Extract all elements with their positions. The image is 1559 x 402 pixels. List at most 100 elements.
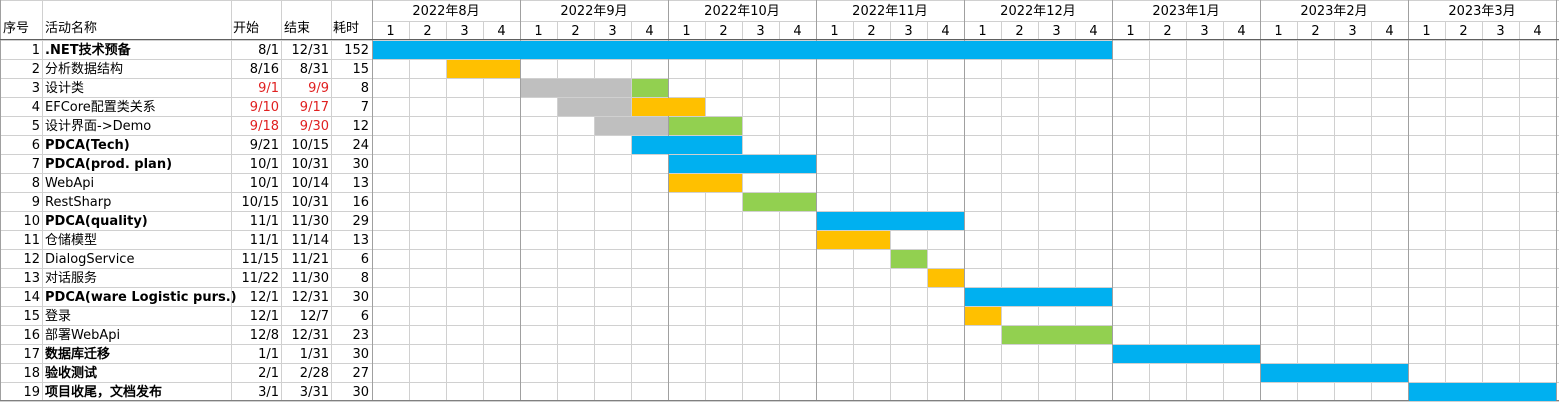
month-label: 2022年9月 <box>560 4 627 19</box>
week-label: 2 <box>1459 24 1467 39</box>
week-label: 3 <box>460 24 468 39</box>
header-seq: 序号 <box>3 21 29 36</box>
week-label: 1 <box>682 24 690 39</box>
task-end: 10/31 <box>292 157 329 172</box>
task-bar <box>891 250 927 268</box>
week-label: 1 <box>978 24 986 39</box>
month-label: 2023年2月 <box>1300 4 1367 19</box>
task-name: PDCA(Tech) <box>45 138 130 153</box>
task-name: 验收测试 <box>45 365 97 381</box>
task-end: 11/30 <box>292 271 329 286</box>
task-duration: 6 <box>361 252 369 267</box>
task-seq: 17 <box>23 347 40 362</box>
task-seq: 15 <box>23 309 40 324</box>
task-duration: 7 <box>361 100 369 115</box>
task-end: 10/15 <box>292 138 329 153</box>
task-seq: 14 <box>23 290 40 305</box>
task-bar <box>595 117 668 135</box>
task-bar <box>373 41 1112 59</box>
task-start: 9/21 <box>250 138 279 153</box>
task-name: RestSharp <box>45 195 111 210</box>
task-seq: 12 <box>23 252 40 267</box>
week-label: 3 <box>904 24 912 39</box>
task-name: 数据库迁移 <box>45 346 110 362</box>
table-row: 12 DialogService 11/15 11/21 6 <box>23 252 369 267</box>
week-label: 1 <box>534 24 542 39</box>
task-end: 3/31 <box>300 385 329 400</box>
task-start: 12/1 <box>250 309 279 324</box>
week-label: 2 <box>1015 24 1023 39</box>
table-row: 6 PDCA(Tech) 9/21 10/15 24 <box>32 138 369 153</box>
table-row: 2 分析数据结构 8/16 8/31 15 <box>32 62 369 77</box>
week-label: 3 <box>608 24 616 39</box>
task-duration: 30 <box>352 290 369 305</box>
task-start: 10/1 <box>250 176 279 191</box>
task-start: 11/1 <box>250 214 279 229</box>
task-start: 1/1 <box>258 347 279 362</box>
task-end: 12/7 <box>300 309 329 324</box>
task-bar <box>1261 364 1408 382</box>
task-seq: 9 <box>32 195 40 210</box>
week-label: 1 <box>830 24 838 39</box>
month-label: 2023年1月 <box>1152 4 1219 19</box>
task-duration: 30 <box>352 157 369 172</box>
table-header: 序号 活动名称 开始 结束 耗时 <box>3 20 359 36</box>
task-name: 对话服务 <box>45 270 97 286</box>
week-label: 2 <box>1163 24 1171 39</box>
table-row: 14 PDCA(ware Logistic purs.) 12/1 12/31 30 <box>23 290 369 305</box>
task-bar <box>558 98 631 116</box>
task-start: 10/1 <box>250 157 279 172</box>
task-start: 9/1 <box>258 81 279 96</box>
task-bar <box>521 79 631 97</box>
table-row: 11 仓储模型 11/1 11/14 13 <box>23 233 369 248</box>
task-start: 11/15 <box>242 252 279 267</box>
task-name: .NET技术预备 <box>45 42 132 58</box>
task-name: WebApi <box>45 176 94 191</box>
week-label: 2 <box>1311 24 1319 39</box>
task-duration: 16 <box>352 195 369 210</box>
task-end: 10/31 <box>292 195 329 210</box>
week-label: 3 <box>756 24 764 39</box>
week-label: 3 <box>1200 24 1208 39</box>
task-end: 9/9 <box>308 81 329 96</box>
task-bar <box>965 288 1112 306</box>
task-bar <box>669 174 742 192</box>
table-row: 17 数据库迁移 1/1 1/31 30 <box>23 346 369 362</box>
header-start: 开始 <box>233 21 259 36</box>
month-label: 2022年10月 <box>704 4 780 19</box>
table-row: 16 部署WebApi 12/8 12/31 23 <box>23 328 369 343</box>
week-label: 1 <box>386 24 394 39</box>
task-duration: 24 <box>352 138 369 153</box>
task-seq: 5 <box>32 119 40 134</box>
task-end: 1/31 <box>300 347 329 362</box>
task-end: 2/28 <box>300 366 329 381</box>
task-bar <box>928 269 964 287</box>
week-label: 3 <box>1348 24 1356 39</box>
week-label: 4 <box>1533 24 1541 39</box>
task-start: 8/16 <box>250 62 279 77</box>
table-row: 15 登录 12/1 12/7 6 <box>23 309 369 324</box>
task-duration: 12 <box>352 119 369 134</box>
header-duration: 耗时 <box>333 21 359 36</box>
task-bar <box>965 307 1001 325</box>
task-start: 8/1 <box>258 43 279 58</box>
table-row: 7 PDCA(prod. plan) 10/1 10/31 30 <box>32 157 369 172</box>
task-bar <box>743 193 816 211</box>
table-row: 1 .NET技术预备 8/1 12/31 152 <box>32 42 369 58</box>
task-seq: 13 <box>23 271 40 286</box>
task-bar <box>1002 326 1112 344</box>
task-start: 10/15 <box>242 195 279 210</box>
task-start: 12/1 <box>250 290 279 305</box>
task-seq: 10 <box>23 214 40 229</box>
table-row: 18 验收测试 2/1 2/28 27 <box>23 365 369 381</box>
task-name: 分析数据结构 <box>45 62 123 77</box>
week-label: 4 <box>497 24 505 39</box>
task-name: 仓储模型 <box>45 233 97 248</box>
task-name: 登录 <box>45 309 71 324</box>
week-label: 1 <box>1126 24 1134 39</box>
task-seq: 3 <box>32 81 40 96</box>
task-seq: 11 <box>23 233 40 248</box>
table-row: 10 PDCA(quality) 11/1 11/30 29 <box>23 214 369 229</box>
task-start: 9/10 <box>250 100 279 115</box>
